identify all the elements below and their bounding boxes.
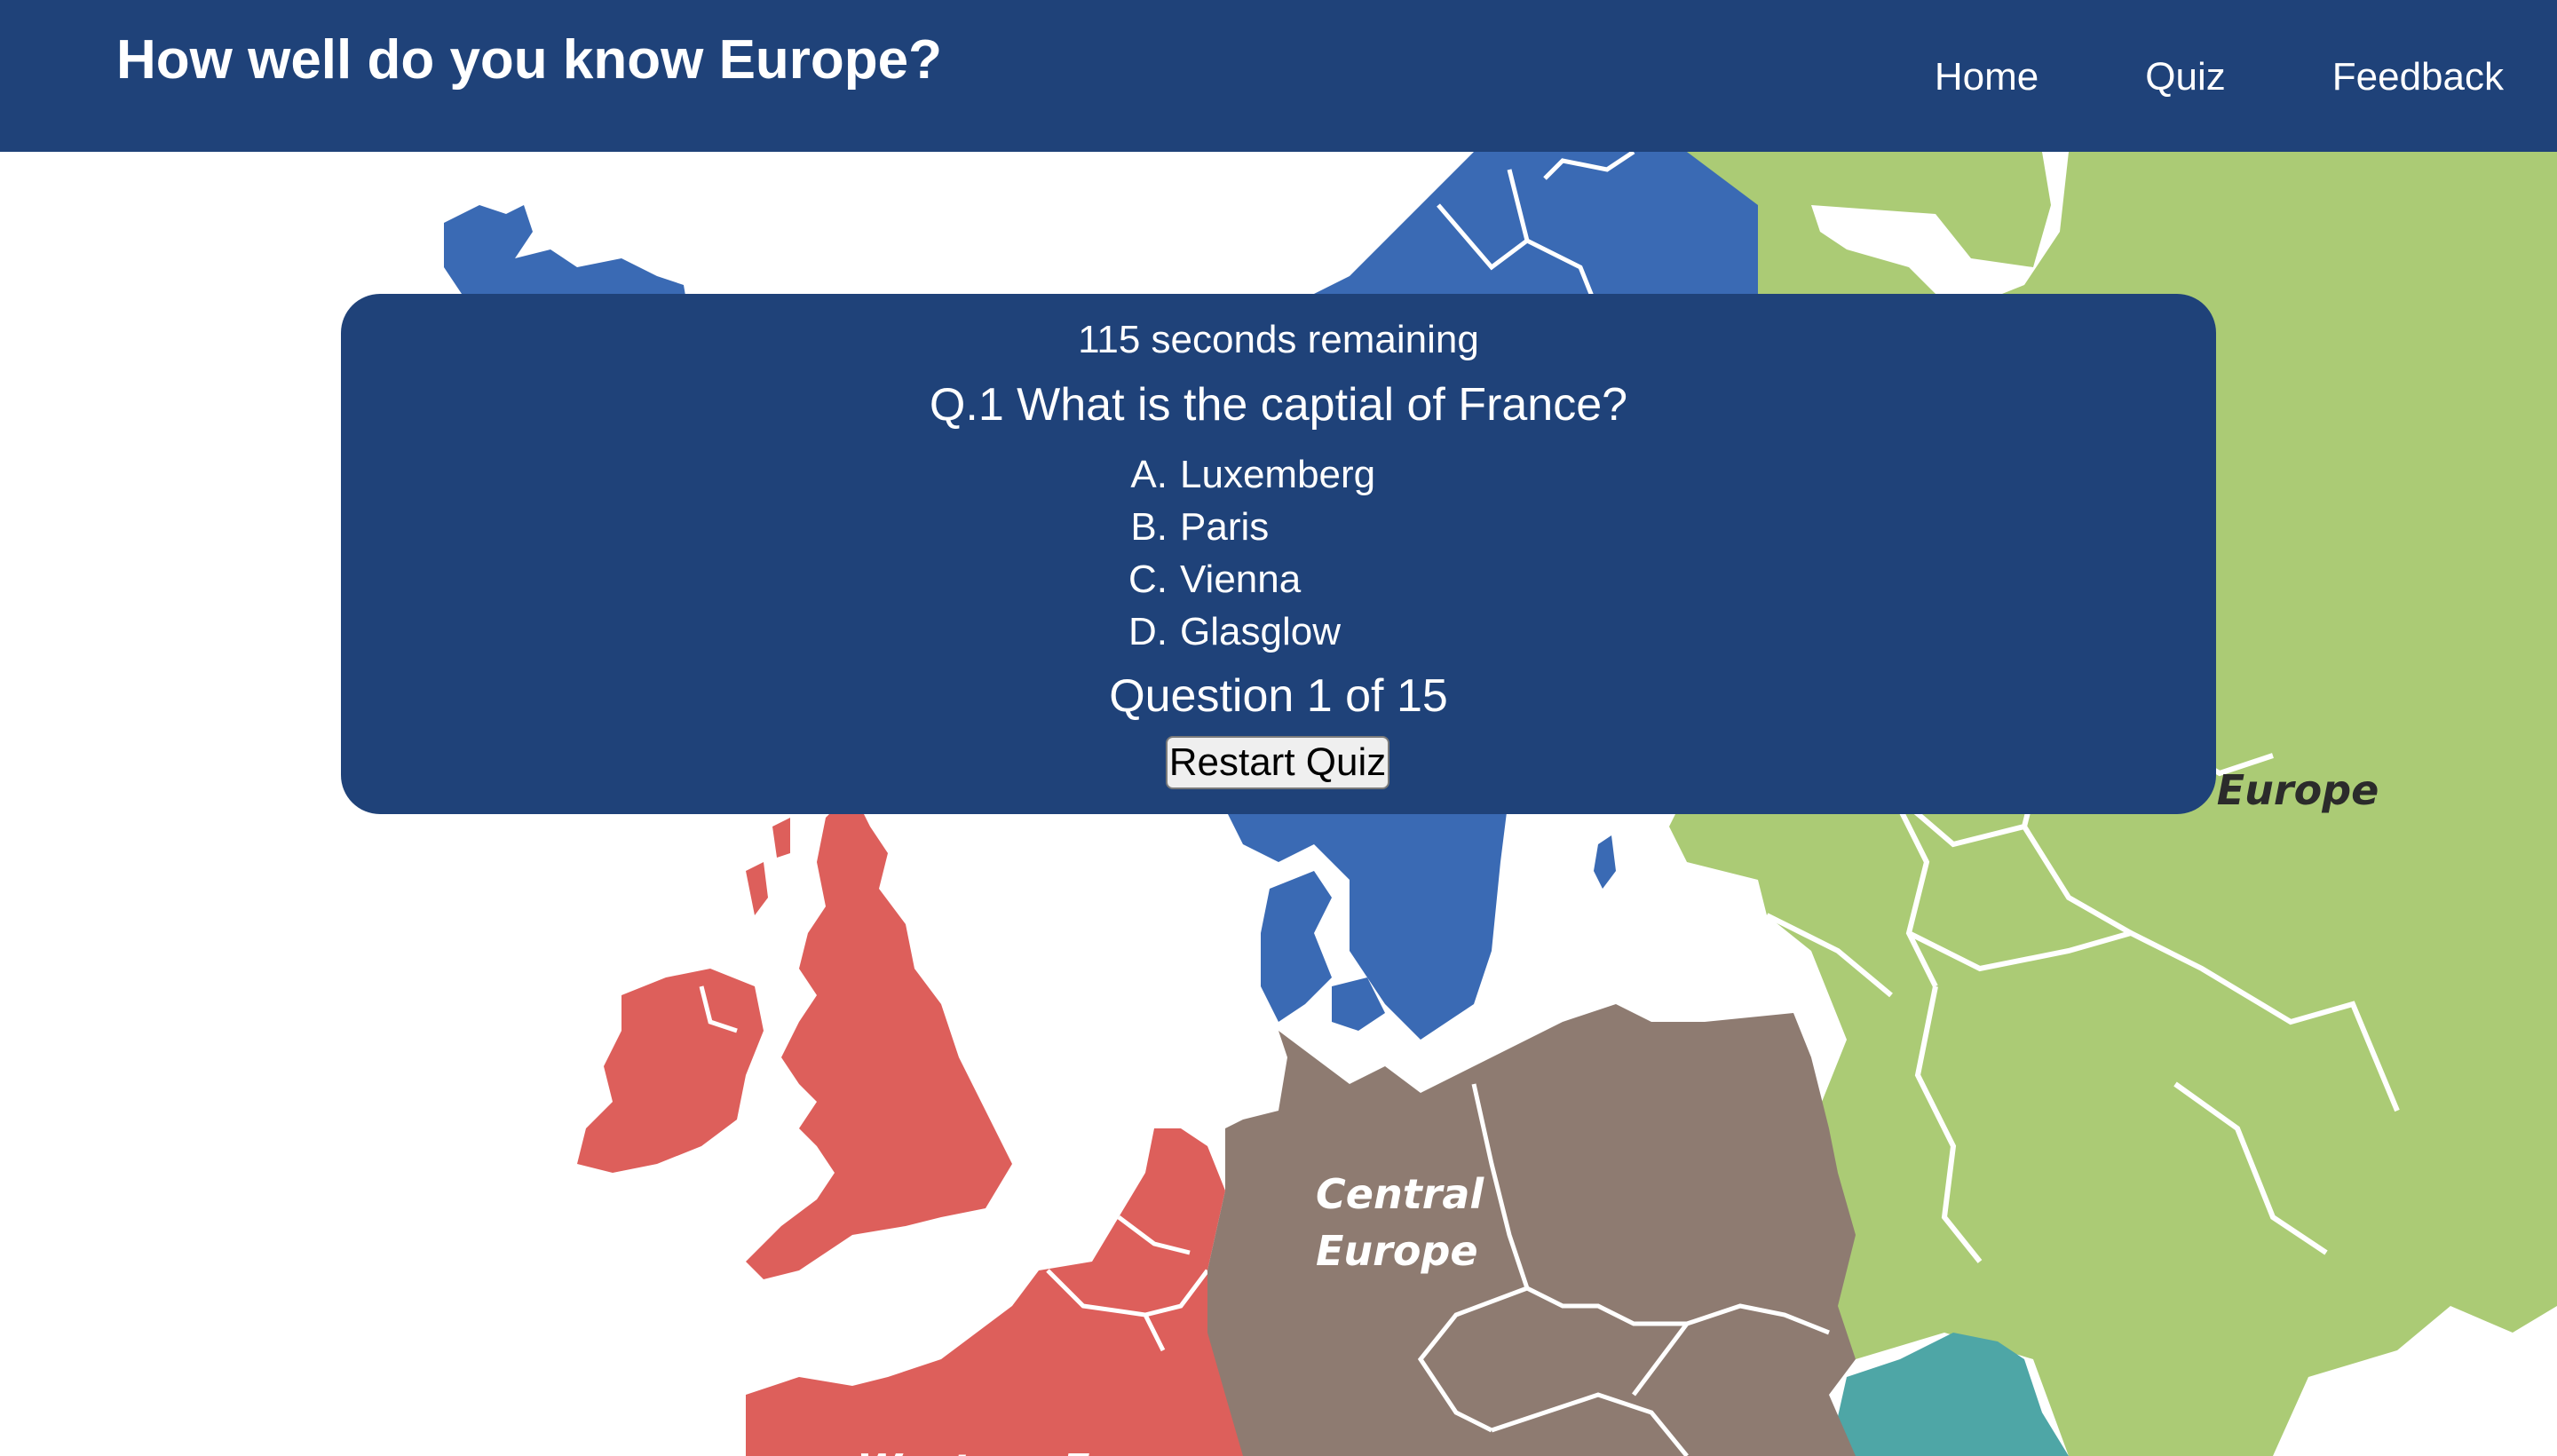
answer-option-c[interactable]: C. Vienna [341, 553, 2216, 605]
southeastern-europe-region [1829, 1333, 2069, 1456]
site-header: How well do you know Europe? Home Quiz F… [0, 0, 2557, 152]
answer-letter: A. [1130, 453, 1168, 496]
france-benelux [746, 1128, 1261, 1456]
main-nav: Home Quiz Feedback [1828, 46, 2504, 108]
nav-home-link[interactable]: Home [1934, 55, 2039, 99]
answer-option-d[interactable]: D. Glasglow [341, 605, 2216, 658]
answer-letter: D. [1128, 610, 1168, 653]
answer-list: A. Luxemberg B. Paris C. Vienna D. [341, 448, 2216, 658]
answer-option-a[interactable]: A. Luxemberg [341, 448, 2216, 501]
central-europe-region [1207, 1004, 1856, 1456]
gotland [1594, 835, 1616, 889]
map-label-western: Western Europe [857, 1445, 1224, 1456]
western-borders [699, 985, 1209, 1352]
answer-text: Paris [1180, 505, 1270, 549]
hebrides [746, 818, 790, 915]
denmark [1261, 871, 1332, 1022]
answer-text: Glasglow [1180, 610, 1341, 653]
white-sea [1811, 152, 2069, 303]
nav-feedback-link[interactable]: Feedback [2331, 55, 2504, 99]
map-label-central: Central [1316, 1170, 1484, 1218]
black-sea [2273, 1306, 2557, 1456]
answer-letter: C. [1128, 558, 1168, 601]
ireland [577, 969, 764, 1173]
restart-quiz-button[interactable]: Restart Quiz [1166, 736, 1389, 789]
timer-text: 115 seconds remaining [1078, 318, 1479, 361]
nav-quiz-link[interactable]: Quiz [2145, 55, 2226, 99]
map-label-central-line2: Europe [1316, 1227, 1478, 1275]
question-progress: Question 1 of 15 [1109, 670, 1448, 722]
answer-text: Luxemberg [1180, 453, 1376, 496]
danish-islands [1332, 977, 1438, 1031]
quiz-panel: 115 seconds remaining Q.1 What is the ca… [341, 294, 2216, 814]
answer-text: Vienna [1180, 558, 1302, 601]
central-borders [1417, 1083, 1830, 1456]
answer-letter: B. [1130, 505, 1168, 549]
question-text: Q.1 What is the captial of France? [929, 379, 1628, 431]
site-title: How well do you know Europe? [116, 29, 943, 91]
great-britain [746, 791, 1012, 1279]
answer-option-b[interactable]: B. Paris [341, 501, 2216, 553]
